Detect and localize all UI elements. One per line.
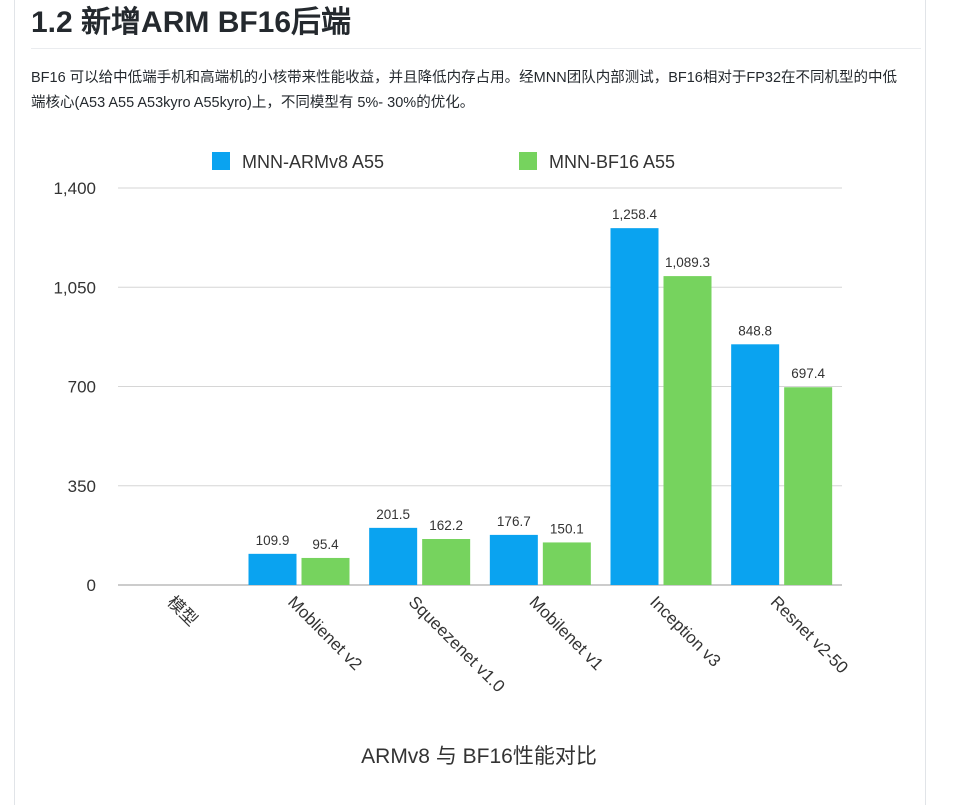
legend-swatch	[519, 152, 537, 170]
legend-label: MNN-ARMv8 A55	[242, 152, 384, 172]
x-tick-label: Resnet v2-50	[767, 592, 852, 677]
x-tick-label: Squeezenet v1.0	[405, 592, 509, 696]
bar	[784, 387, 833, 585]
x-tick-label: 模型	[164, 592, 201, 629]
chart-title: ARMv8 与 BF16性能对比	[361, 745, 597, 768]
description-paragraph: BF16 可以给中低端手机和高端机的小核带来性能收益，并且降低内存占用。经MNN…	[31, 70, 898, 111]
y-tick-label: 700	[68, 378, 96, 397]
y-tick-label: 1,050	[53, 278, 96, 297]
data-label: 1,089.3	[665, 255, 710, 270]
x-tick-label: Inception v3	[646, 592, 724, 670]
bar	[542, 542, 591, 585]
y-tick-label: 350	[68, 477, 96, 496]
x-tick-label: Mobilenet v1	[526, 592, 608, 674]
data-label: 109.9	[256, 533, 290, 548]
x-tick-label: Moblienet v2	[284, 592, 366, 674]
bar	[610, 228, 659, 585]
bar	[422, 539, 471, 585]
bar	[301, 557, 350, 585]
data-label: 1,258.4	[612, 207, 658, 222]
data-label: 162.2	[429, 518, 463, 533]
bar	[369, 527, 418, 585]
data-label: 95.4	[312, 537, 339, 552]
legend-swatch	[212, 152, 230, 170]
bar	[489, 534, 538, 585]
y-tick-label: 1,400	[53, 179, 96, 198]
data-label: 150.1	[550, 521, 584, 536]
y-tick-label: 0	[87, 576, 96, 595]
section-heading: 1.2 新增ARM BF16后端	[31, 2, 921, 49]
data-label: 201.5	[376, 507, 410, 522]
bar	[663, 276, 712, 585]
bar	[731, 344, 780, 585]
data-label: 848.8	[738, 323, 772, 338]
bar	[248, 553, 297, 585]
data-label: 697.4	[791, 366, 825, 381]
data-label: 176.7	[497, 514, 531, 529]
legend-label: MNN-BF16 A55	[549, 152, 675, 172]
